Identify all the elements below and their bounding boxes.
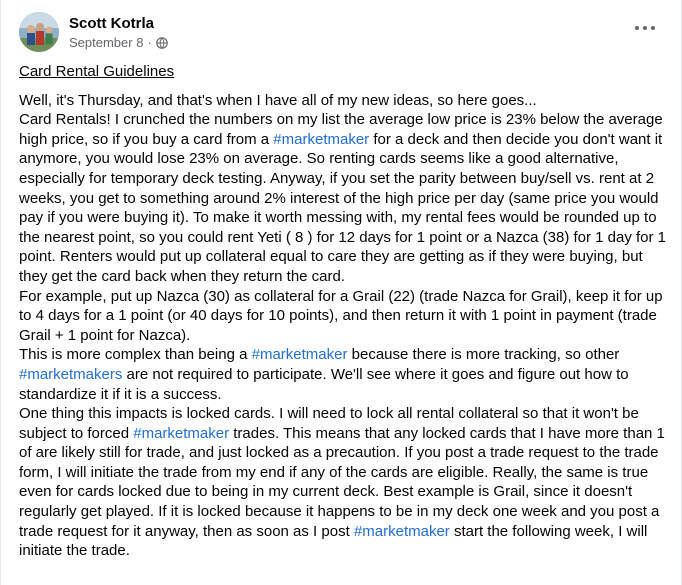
post-date[interactable]: September 8 bbox=[69, 35, 144, 50]
avatar-photo bbox=[19, 12, 59, 52]
hashtag-link[interactable]: #marketmaker bbox=[133, 424, 230, 442]
globe-icon bbox=[155, 36, 168, 49]
paragraph-example: For example, put up Nazca (30) as collat… bbox=[19, 287, 663, 344]
post-title: Card Rental Guidelines bbox=[19, 63, 175, 80]
more-options-icon[interactable] bbox=[635, 20, 655, 36]
hashtag-link[interactable]: #marketmaker bbox=[353, 522, 450, 540]
hashtag-link-plural[interactable]: #marketmakers bbox=[19, 365, 123, 383]
author-name[interactable]: Scott Kotrla bbox=[69, 15, 155, 32]
post-body: Card Rental Guidelines Well, it's Thursd… bbox=[19, 62, 669, 561]
text-segment: are not required to participate. We'll s… bbox=[19, 365, 629, 403]
text-segment: Card Rentals! I crunched the numbers on … bbox=[19, 111, 663, 148]
paragraph-locked-cards: One thing this impacts is locked cards. … bbox=[19, 404, 669, 561]
paragraph-intro: Well, it's Thursday, and that's when I h… bbox=[19, 91, 537, 109]
post-meta: September 8 · bbox=[69, 35, 168, 50]
post-header: Scott Kotrla September 8 · bbox=[19, 12, 665, 56]
hashtag-link[interactable]: #marketmaker bbox=[273, 130, 370, 148]
hashtag-link[interactable]: #marketmaker bbox=[251, 346, 348, 364]
text-segment: because there is more tracking, so other bbox=[347, 346, 620, 364]
text-segment: start the following week, I will initiat… bbox=[19, 522, 648, 560]
paragraph-rentals: Card Rentals! I crunched the numbers on … bbox=[19, 110, 669, 286]
text-segment: One thing this impacts is locked cards. … bbox=[19, 405, 639, 442]
meta-separator: · bbox=[147, 35, 152, 50]
avatar[interactable] bbox=[19, 12, 59, 52]
text-segment: for a deck and then decide you don't wan… bbox=[19, 130, 667, 285]
text-segment: trades. This means that any locked cards… bbox=[19, 424, 665, 540]
paragraph-complexity: This is more complex than being a #marke… bbox=[19, 345, 669, 404]
text-segment: This is more complex than being a bbox=[19, 346, 252, 364]
